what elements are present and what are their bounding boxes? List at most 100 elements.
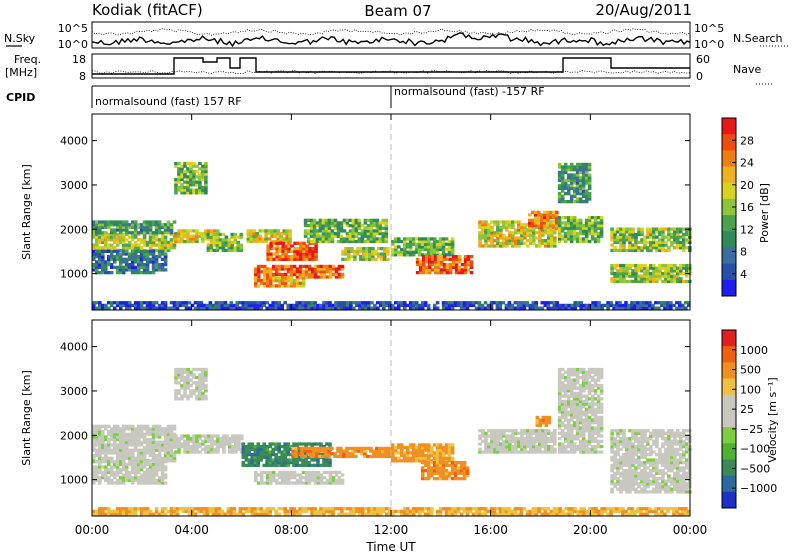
heatmap-cell	[451, 237, 455, 240]
heatmap-cell	[164, 252, 168, 255]
nsky-tick-top: 10^5	[58, 22, 88, 35]
heatmap-cell	[204, 162, 208, 165]
heatmap-cell	[216, 229, 220, 232]
y-tick-label: 1000	[60, 268, 88, 281]
power-y-label: Slant Range [km]	[20, 164, 33, 260]
heatmap-cell	[548, 416, 552, 419]
heatmap-cell	[204, 368, 208, 371]
nsearch-tick-bottom: 10^0	[694, 38, 724, 51]
nsky-frame	[92, 22, 690, 48]
y-tick-label: 3000	[60, 179, 88, 192]
freq-tick-top: 18	[72, 53, 86, 66]
heatmap-cell	[330, 447, 334, 450]
heatmap-cell	[110, 457, 114, 460]
nsky-panel: 10^5 10^0 10^5 10^0 N.Sky N.Search	[4, 22, 790, 51]
heatmap-cell	[470, 255, 474, 258]
nsearch-line	[92, 29, 690, 36]
heatmap-cell	[553, 429, 557, 432]
nsky-line	[92, 33, 690, 46]
y-tick-label: 4000	[60, 135, 88, 148]
power-x-axis	[92, 114, 690, 310]
heatmap-cell	[640, 228, 644, 231]
heatmap-cell	[470, 260, 474, 263]
heatmap-cell	[240, 244, 244, 247]
heatmap-cell	[451, 443, 455, 446]
heatmap-cell	[341, 273, 345, 276]
nave-tick-top: 60	[696, 53, 710, 66]
heatmap-cell	[588, 163, 592, 166]
freq-panel: 18 8 60 0 Freq. [MHz] Nave	[5, 53, 774, 84]
heatmap-cell	[386, 258, 390, 261]
power-frame	[92, 114, 690, 310]
heatmap-cell	[555, 211, 559, 214]
heatmap-cell	[588, 192, 592, 195]
heatmap-cell	[302, 276, 306, 279]
nsearch-label: N.Search	[733, 32, 783, 45]
heatmap-cell	[385, 219, 389, 222]
heatmap-cell	[173, 220, 177, 223]
freq-tick-bottom: 8	[79, 70, 86, 83]
heatmap-cell	[451, 457, 455, 460]
heatmap-cell	[535, 301, 539, 304]
heatmap-cell	[436, 301, 440, 304]
heatmap-cell	[470, 271, 474, 274]
nsearch-tick-top: 10^5	[694, 22, 724, 35]
heatmap-cell	[341, 265, 345, 268]
heatmap-cell	[288, 229, 292, 232]
cpid-panel: CPID normalsound (fast) 157 RF normalsou…	[6, 85, 690, 108]
heatmap-cell	[164, 481, 168, 484]
heatmap-cell	[553, 236, 557, 239]
heatmap-cell	[553, 448, 557, 451]
heatmap-cell	[436, 307, 440, 310]
date-title: 20/Aug/2011	[595, 1, 692, 19]
heatmap-cell	[104, 231, 108, 234]
beam-title: Beam 07	[364, 2, 431, 20]
heatmap-cell	[358, 219, 362, 222]
heatmap-cell	[466, 466, 470, 469]
freq-unit-label: [MHz]	[5, 66, 37, 79]
heatmap-cell	[164, 236, 168, 239]
heatmap-cell	[631, 228, 635, 231]
heatmap-cell	[164, 473, 168, 476]
heatmap-cell	[600, 216, 604, 219]
y-tick-label: 2000	[60, 223, 88, 236]
freq-label: Freq.	[14, 53, 41, 66]
velocity-cells	[92, 368, 692, 516]
heatmap-cell	[204, 384, 208, 387]
heatmap-cell	[354, 455, 358, 458]
heatmap-cell	[328, 442, 332, 445]
heatmap-cell	[173, 244, 177, 247]
cpid-segment-1: normalsound (fast) 157 RF	[95, 95, 242, 108]
heatmap-cell	[164, 268, 168, 271]
nsky-label: N.Sky	[4, 32, 36, 45]
heatmap-cell	[204, 395, 208, 398]
heatmap-cell	[427, 304, 431, 307]
cpid-label: CPID	[6, 91, 35, 104]
heatmap-cell	[328, 458, 332, 461]
cpid-segment-2: normalsound (fast) -157 RF	[394, 85, 545, 98]
heatmap-cell	[463, 461, 467, 464]
nsky-tick-bottom: 10^0	[58, 38, 88, 51]
heatmap-cell	[240, 233, 244, 236]
heatmap-cell	[173, 425, 177, 428]
heatmap-cell	[240, 434, 244, 437]
power-cells	[92, 162, 692, 310]
nave-tick-bottom: 0	[696, 70, 703, 83]
heatmap-cell	[341, 473, 345, 476]
heatmap-cell	[458, 255, 462, 258]
heatmap-cell	[341, 479, 345, 482]
heatmap-cell	[164, 465, 168, 468]
heatmap-cell	[164, 301, 168, 304]
heatmap-cell	[152, 250, 156, 253]
heatmap-cell	[164, 460, 168, 463]
heatmap-cell	[110, 271, 114, 274]
station-title: Kodiak (fitACF)	[92, 1, 203, 19]
heatmap-cell	[579, 219, 583, 222]
nave-label: Nave	[733, 63, 761, 76]
power-panel: 1000 2000 3000 4000 Slant Range [km]	[20, 114, 692, 310]
heatmap-cell	[386, 247, 390, 250]
heatmap-cell	[588, 173, 592, 176]
